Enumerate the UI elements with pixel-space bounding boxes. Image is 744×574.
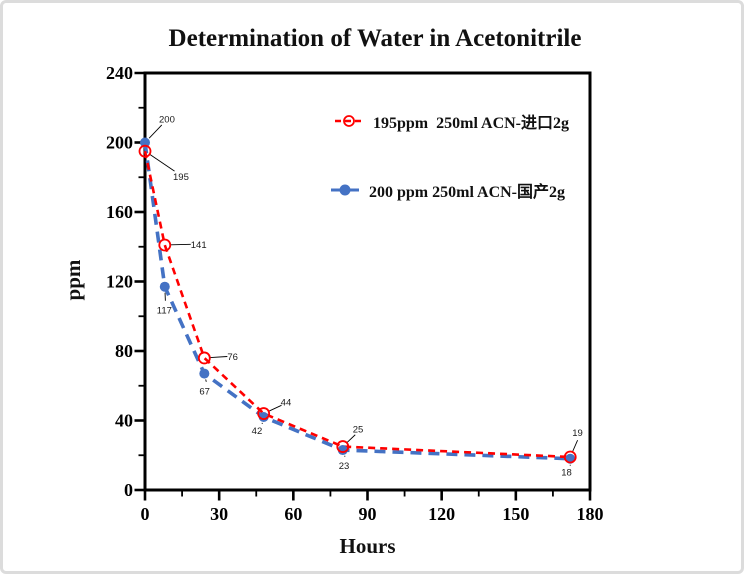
y-tick-label: 40 [115,411,133,431]
series-line-imported [143,150,571,459]
series-line-domestic [143,142,571,461]
x-tick-label: 30 [210,504,228,524]
x-tick-label: 90 [359,504,377,524]
data-point [197,351,211,365]
plot-area: 0 30 60 90 120 150 180 0 40 80 120 160 200 240 200 117 6… [106,63,604,524]
legend-marker-blue-filled-circle-icon [331,184,359,196]
x-tick-label: 180 [577,504,604,524]
x-tick-label: 0 [141,504,150,524]
plot-frame [143,71,592,492]
leader-line [346,434,356,443]
callout-leaders [149,154,579,452]
leader-line [170,243,191,246]
data-point [140,137,150,148]
y-tick-label: 120 [106,272,133,292]
x-tick-label: 60 [284,504,302,524]
data-point [258,412,269,423]
data-point-label: 19 [572,428,583,439]
x-tick-label: 120 [428,504,455,524]
leader-line [268,404,282,412]
data-point [199,368,210,379]
leader-line [572,440,579,452]
x-axis [143,491,592,501]
y-tick-label: 200 [106,133,133,153]
data-point-label: 67 [199,387,210,398]
data-point [158,238,172,252]
data-point-label: 141 [191,240,207,251]
data-point-label: 18 [561,468,572,479]
data-point-label: 117 [157,306,172,317]
data-point-label: 44 [281,398,292,409]
x-tick-label: 150 [502,504,529,524]
data-point-label: 23 [339,461,350,472]
leader-line [149,154,175,172]
data-point [257,407,271,420]
data-point-label: 25 [353,425,364,436]
data-point [337,445,348,456]
data-point-label: 42 [252,426,263,437]
data-point [159,281,170,292]
y-axis [134,71,144,492]
callout-leaders [148,124,571,466]
data-labels: 195 141 76 44 25 19 [173,172,583,439]
legend-item-domestic: 200 ppm 250ml ACN-国产2g [330,178,565,202]
x-axis-title: Hours [339,534,396,558]
legend-marker-red-open-circle-icon [335,115,363,127]
y-tick-label: 0 [124,480,133,500]
y-tick-label: 80 [115,341,133,361]
data-point-label: 76 [227,352,238,363]
series-markers-imported [138,144,577,464]
legend-label-domestic: 200 ppm 250ml ACN-国产2g [369,184,566,201]
y-tick-label: 160 [106,202,133,222]
data-point-label: 200 [159,115,175,126]
legend-item-imported: 195ppm 250ml ACN-进口2g [334,109,569,133]
legend-label-imported: 195ppm 250ml ACN-进口2g [373,115,570,132]
chart-title: Determination of Water in Acetonitrile [168,25,582,52]
leader-line [148,124,163,139]
y-tick-label: 240 [106,63,133,83]
leader-line [210,356,228,359]
data-point [563,450,577,464]
data-point-label: 195 [173,172,189,183]
data-labels: 200 117 67 42 23 18 [157,115,572,479]
data-point [138,144,152,158]
data-point [336,440,350,453]
leader-line [205,379,207,382]
